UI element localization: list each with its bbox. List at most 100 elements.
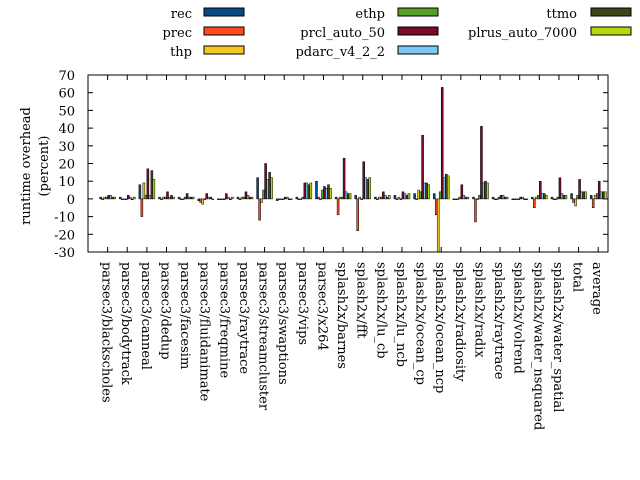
bar-pdarc_v4_2_2 <box>305 182 309 200</box>
bar-rec <box>570 193 573 200</box>
bar-prec <box>552 198 556 200</box>
bar-thp <box>221 198 224 200</box>
legend-label: plrus_auto_7000 <box>468 26 577 41</box>
bar-prec <box>179 198 183 200</box>
bar-plrus_auto_7000 <box>525 198 528 200</box>
bar-rec <box>374 196 377 200</box>
bar-ttmo <box>582 191 585 200</box>
bar-prcl_auto_50 <box>126 195 130 200</box>
bar-ethp <box>183 196 187 200</box>
x-tick-label: splash2x/water_spatial <box>550 262 565 412</box>
bar-ttmo <box>130 198 134 200</box>
legend-label: rec <box>171 7 192 22</box>
bar-plrus_auto_7000 <box>211 198 214 200</box>
bar-plrus_auto_7000 <box>132 196 136 200</box>
bar-thp <box>574 198 577 207</box>
bar-prec <box>591 198 595 208</box>
bar-thp <box>279 198 283 200</box>
bar-ethp <box>497 196 501 200</box>
bar-pdarc_v4_2_2 <box>580 191 583 200</box>
bar-prcl_auto_50 <box>323 186 326 200</box>
bar-prec <box>395 198 399 200</box>
bar-ttmo <box>229 198 232 200</box>
bar-rec <box>177 196 181 200</box>
x-tick-label: splash2x/barnes <box>334 262 349 369</box>
bar-ttmo <box>189 196 193 200</box>
bar-ethp <box>360 198 363 200</box>
bar-pdarc_v4_2_2 <box>541 193 544 200</box>
bar-pdarc_v4_2_2 <box>560 193 564 200</box>
bar-ttmo <box>523 198 526 200</box>
bar-ttmo <box>405 195 409 200</box>
bar-pdarc_v4_2_2 <box>246 195 250 200</box>
bar-prec <box>513 198 516 200</box>
bar-rec <box>315 180 318 200</box>
bar-thp <box>103 196 106 200</box>
legend-swatch <box>397 45 439 55</box>
x-tick-label: parsec3/canneal <box>138 262 153 370</box>
bar-thp <box>201 198 204 205</box>
bar-prcl_auto_50 <box>283 196 287 200</box>
bar-pdarc_v4_2_2 <box>227 196 230 200</box>
bar-ttmo <box>111 196 114 200</box>
x-tick-label: parsec3/bodytrack <box>118 262 133 385</box>
y-axis-label-line: runtime overhead <box>19 107 34 225</box>
bar-plrus_auto_7000 <box>152 179 156 200</box>
y-tick-label: 30 <box>58 140 75 155</box>
y-tick-label: 50 <box>58 104 75 119</box>
bar-prcl_auto_50 <box>421 134 424 200</box>
bar-thp <box>162 196 165 200</box>
bar-thp <box>593 195 597 200</box>
bar-plrus_auto_7000 <box>191 196 195 200</box>
legend-swatch <box>590 26 632 36</box>
legend-swatch <box>203 45 245 55</box>
bar-ethp <box>301 196 305 200</box>
bar-ethp <box>380 196 383 200</box>
bar-ttmo <box>444 173 448 200</box>
bar-rec <box>99 196 102 200</box>
bar-thp <box>122 198 126 200</box>
bar-plrus_auto_7000 <box>446 175 450 200</box>
bar-ethp <box>556 196 560 200</box>
bar-plrus_auto_7000 <box>270 177 273 200</box>
bar-pdarc_v4_2_2 <box>128 196 132 200</box>
x-tick-label: splash2x/water_nsquared <box>530 262 545 430</box>
bar-thp <box>515 198 518 200</box>
bar-plrus_auto_7000 <box>486 182 489 200</box>
bar-prec <box>219 198 222 200</box>
x-tick-label: splash2x/raytrace <box>491 262 506 380</box>
bar-ttmo <box>366 179 369 200</box>
y-tick-label: -10 <box>54 211 75 226</box>
bar-plrus_auto_7000 <box>564 195 568 200</box>
bar-prcl_auto_50 <box>578 179 581 200</box>
x-tick-label: parsec3/streamcluster <box>256 262 271 411</box>
bar-pdarc_v4_2_2 <box>344 191 348 200</box>
bar-prec <box>493 198 497 200</box>
y-tick-label: 70 <box>58 69 75 84</box>
bar-prcl_auto_50 <box>539 180 542 200</box>
bar-prec <box>120 198 124 200</box>
x-tick-label: splash2x/ocean_cp <box>413 262 428 385</box>
x-tick-label: average <box>589 262 604 315</box>
bar-prec <box>238 198 242 200</box>
bar-ttmo <box>346 193 350 200</box>
bar-plrus_auto_7000 <box>329 188 332 200</box>
bar-ethp <box>438 191 442 200</box>
bar-ethp <box>203 198 206 200</box>
bar-ttmo <box>484 180 487 200</box>
x-tick-label: splash2x/radix <box>471 262 486 358</box>
bar-pdarc_v4_2_2 <box>325 188 328 200</box>
bar-rec <box>236 196 240 200</box>
bar-ttmo <box>386 196 389 200</box>
bar-ttmo <box>327 184 330 200</box>
bar-rec <box>589 195 593 200</box>
bar-plrus_auto_7000 <box>584 191 587 200</box>
bar-rec <box>217 198 220 200</box>
y-tick-label: 10 <box>58 175 75 190</box>
bar-plrus_auto_7000 <box>309 182 313 200</box>
bar-pdarc_v4_2_2 <box>207 196 210 200</box>
bar-plrus_auto_7000 <box>545 195 548 200</box>
bar-ttmo <box>543 193 546 200</box>
bar-rec <box>432 193 436 200</box>
bar-prec <box>140 198 144 217</box>
